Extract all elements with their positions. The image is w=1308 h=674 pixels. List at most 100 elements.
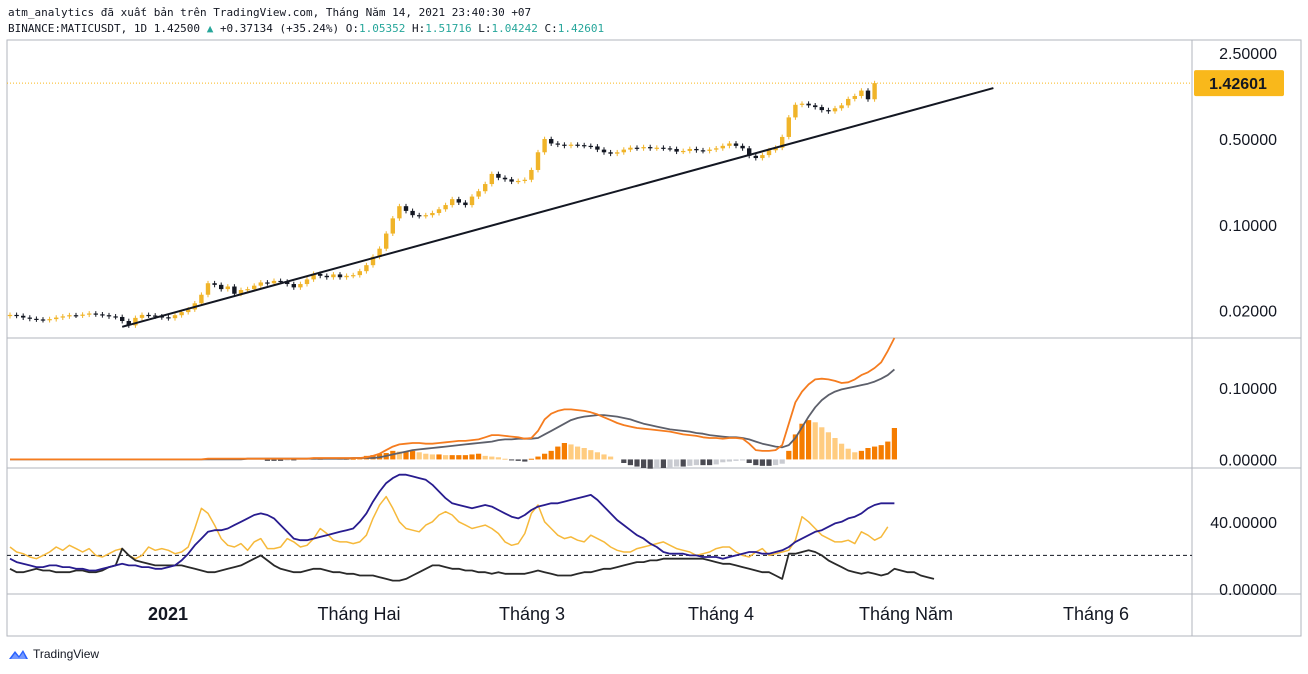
candle-body <box>793 104 798 118</box>
candle-body <box>285 281 290 285</box>
macd-histogram-bar <box>792 434 798 460</box>
time-axis-label: Tháng 3 <box>499 604 565 624</box>
candle-body <box>357 271 362 276</box>
candle-body <box>463 202 468 206</box>
candle-body <box>733 143 739 146</box>
candle-body <box>654 147 659 149</box>
candle-body <box>667 148 673 150</box>
candle-body <box>245 289 250 291</box>
high-value: 1.51716 <box>425 22 472 35</box>
candle-body <box>562 144 567 146</box>
macd-histogram-bar <box>878 445 884 460</box>
macd-histogram-bar <box>740 459 746 461</box>
oscillator-yellow-line <box>9 495 889 560</box>
macd-histogram-bar <box>641 459 647 468</box>
candle-body <box>7 314 13 317</box>
macd-histogram-bar <box>832 438 838 460</box>
candle-body <box>575 144 580 146</box>
candle-body <box>153 315 158 317</box>
candle-body <box>133 317 138 326</box>
macd-histogram-bar <box>522 459 528 462</box>
macd-histogram-bar <box>660 459 666 468</box>
candle-body <box>21 315 26 318</box>
candle-body <box>773 147 778 151</box>
candle-body <box>476 191 481 197</box>
candle-body <box>674 148 679 152</box>
candle-body <box>694 148 699 151</box>
candle-body <box>219 284 224 290</box>
candle-body <box>318 273 323 276</box>
candle-body <box>93 313 98 315</box>
macd-histogram-bar <box>680 459 686 467</box>
macd-histogram-bar <box>786 450 792 460</box>
candle-body <box>384 233 389 249</box>
macd-histogram-bar <box>581 448 587 460</box>
candle-body <box>199 294 204 304</box>
candle-body <box>344 275 349 278</box>
candle-body <box>628 147 633 150</box>
candle-body <box>126 321 131 326</box>
candle-body <box>67 315 72 317</box>
macd-histogram-bar <box>839 443 845 460</box>
candle-body <box>826 110 831 112</box>
candle-body <box>780 136 785 148</box>
macd-histogram-bar <box>634 459 640 467</box>
candle-body <box>806 103 811 106</box>
low-value: 1.04242 <box>491 22 538 35</box>
macd-histogram-bar <box>608 456 614 460</box>
candle-body <box>377 248 382 257</box>
candle-body <box>582 145 587 147</box>
macd-histogram-bar <box>766 459 772 466</box>
candle-body <box>549 139 554 144</box>
macd-histogram-bar <box>773 459 779 466</box>
macd-histogram-bar <box>759 459 765 466</box>
macd-histogram-bar <box>713 459 719 465</box>
candle-body <box>14 314 19 317</box>
candle-body <box>47 319 52 321</box>
candle-body <box>450 199 455 206</box>
candle-body <box>397 206 402 219</box>
candle-body <box>238 290 244 294</box>
last-price-label: 1.42601 <box>1209 76 1267 93</box>
candle-body <box>661 147 666 149</box>
candle-body <box>54 317 59 320</box>
macd-histogram-bar <box>515 459 521 461</box>
price-tick-label: 2.50000 <box>1219 46 1277 63</box>
oscillator-tick-label: 0.00000 <box>1219 582 1277 599</box>
macd-histogram-bar <box>271 459 277 461</box>
candle-body <box>714 148 719 150</box>
candle-body <box>337 274 343 278</box>
tradingview-footer[interactable]: TradingView <box>6 647 99 661</box>
macd-histogram-bar <box>535 456 541 460</box>
candle-body <box>720 145 725 149</box>
time-axis-label: Tháng 6 <box>1063 604 1129 624</box>
candle-body <box>139 314 145 318</box>
candle-body <box>615 152 620 154</box>
candle-body <box>509 179 514 182</box>
candle-body <box>681 150 686 153</box>
last-price-label-bg <box>1194 70 1284 97</box>
macd-histogram-bar <box>291 459 297 461</box>
candle-body <box>27 317 32 319</box>
candle-body <box>225 286 230 290</box>
candle-body <box>846 98 851 106</box>
low-label: L: <box>478 22 492 35</box>
macd-histogram-bar <box>601 454 607 460</box>
candle-body <box>258 282 263 286</box>
candle-body <box>443 205 448 210</box>
candle-body <box>304 279 310 285</box>
candle-body <box>522 179 527 181</box>
time-axis-label: Tháng Hai <box>317 604 400 624</box>
macd-histogram-bar <box>753 459 759 466</box>
candle-body <box>232 286 237 294</box>
candle-body <box>351 275 356 277</box>
candle-body <box>740 145 745 149</box>
macd-histogram-bar <box>872 446 878 460</box>
candle-body <box>483 184 488 192</box>
macd-histogram-bar <box>502 458 508 460</box>
macd-histogram-bar <box>720 459 726 463</box>
candle-body <box>588 145 593 148</box>
close-label: C: <box>544 22 558 35</box>
macd-histogram-bar <box>779 459 785 464</box>
